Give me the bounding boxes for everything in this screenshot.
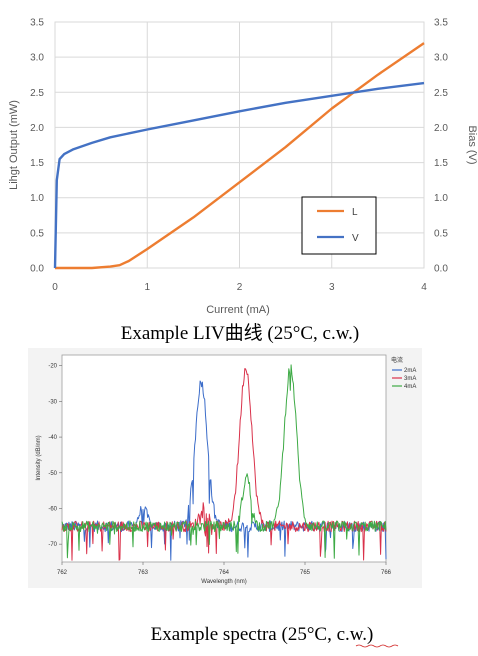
liv-y-tick-label: 3.0 [30, 53, 44, 64]
liv-chart: 0 1 2 3 4 0.0 0.0 0.5 0.5 1.0 1.0 1.5 1.5 2.0 2.0 2.5 2.… [8, 18, 478, 345]
liv-x-axis-label: Current (mA) [206, 304, 270, 316]
liv-y2-tick-label: 3.5 [434, 18, 448, 29]
spectra-series [61, 364, 387, 561]
liv-y2-tick-label: 0.5 [434, 228, 448, 239]
spectra-legend-label: 4mA [404, 384, 416, 390]
spectra-y-tick-label: -30 [48, 399, 57, 405]
liv-grid [55, 22, 424, 268]
spectra-legend-title: 电流 [391, 356, 403, 364]
spectra-chart: 762 763 764 765 766 -20 -30 -40 -50 -60 -70 Wavele… [28, 348, 422, 648]
spectra-legend-label: 2mA [404, 368, 416, 374]
liv-y-tick-label: 0.5 [30, 228, 44, 239]
liv-x-tick-label: 1 [144, 282, 150, 293]
liv-y-axis-label: Lihgt Output (mW) [8, 100, 20, 190]
liv-y-tick-label: 2.0 [30, 123, 44, 134]
spectra-y-tick-label: -70 [48, 542, 57, 548]
liv-y2-tick-label: 1.0 [434, 193, 448, 204]
spectra-x-axis-label: Wavelength (nm) [201, 579, 246, 585]
liv-x-tick-label: 4 [421, 282, 427, 293]
spectra-x-tick-label: 764 [219, 570, 230, 576]
liv-series-v-line [53, 81, 425, 269]
spectra-legend-label: 3mA [404, 376, 416, 382]
spectra-y-tick-label: -60 [48, 506, 57, 512]
spectra-legend: 电流 2mA 3mA 4mA [391, 356, 416, 390]
spectra-y-tick-label: -20 [48, 364, 57, 370]
spectra-x-tick-label: 763 [138, 570, 149, 576]
liv-y-tick-label: 3.5 [30, 18, 44, 29]
spectra-x-tick-label: 765 [300, 570, 311, 576]
liv-legend-box [301, 196, 377, 255]
legend-label-v: V [352, 233, 359, 244]
liv-y-tick-label: 1.5 [30, 158, 44, 169]
liv-ticks: 0 1 2 3 4 0.0 0.0 0.5 0.5 1.0 1.0 1.5 1.5 2.0 2.0 2.5 2.… [30, 18, 448, 294]
spectra-caption: Example spectra (25°C, c.w.) [151, 624, 374, 645]
liv-y2-tick-label: 2.0 [434, 123, 448, 134]
liv-legend: L V [301, 196, 377, 255]
spectra-y-tick-label: -40 [48, 435, 57, 441]
spellcheck-underline [355, 644, 399, 648]
spectra-ticks: 762 763 764 765 766 -20 -30 -40 -50 -60 -70 [48, 364, 391, 576]
liv-y-tick-label: 0.0 [30, 264, 44, 275]
liv-x-tick-label: 3 [329, 282, 335, 293]
liv-y-tick-label: 2.5 [30, 88, 44, 99]
liv-x-tick-label: 2 [237, 282, 243, 293]
liv-x-tick-label: 0 [52, 282, 58, 293]
liv-series [53, 42, 425, 270]
spectra-series-4ma-line [61, 364, 387, 559]
liv-caption: Example LIV曲线 (25°C, c.w.) [121, 322, 360, 344]
liv-y2-tick-label: 3.0 [434, 53, 448, 64]
liv-y2-tick-label: 1.5 [434, 158, 448, 169]
spectra-y-tick-label: -50 [48, 471, 57, 477]
liv-series-l-line [55, 42, 425, 270]
liv-y2-tick-label: 2.5 [434, 88, 448, 99]
spectra-y-axis-label: Intensity (dB/nm) [36, 435, 42, 480]
spectra-x-tick-label: 762 [57, 570, 68, 576]
liv-y2-tick-label: 0.0 [434, 264, 448, 275]
liv-y2-axis-label: Bias (V) [466, 125, 478, 164]
liv-y-tick-label: 1.0 [30, 193, 44, 204]
legend-label-l: L [352, 207, 358, 218]
spectra-legend-items: 2mA 3mA 4mA [392, 368, 416, 390]
spectra-x-tick-label: 766 [381, 570, 392, 576]
